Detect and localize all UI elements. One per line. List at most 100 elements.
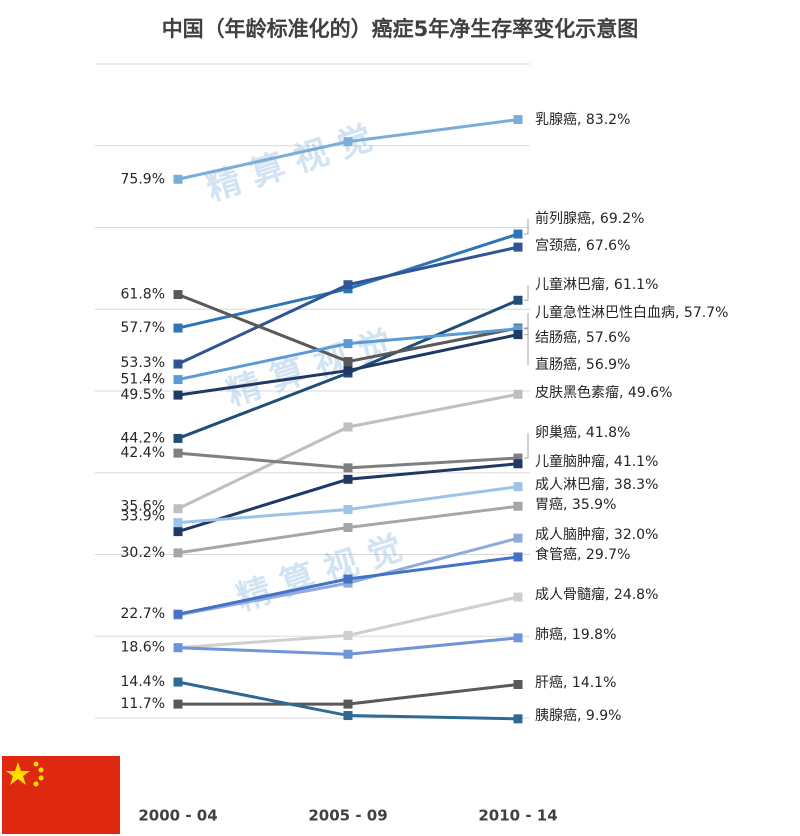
chart-title: 中国（年龄标准化的）癌症5年净生存率变化示意图	[162, 17, 639, 41]
end-label: 儿童脑肿瘤, 41.1%	[535, 453, 658, 470]
data-point	[343, 280, 353, 290]
data-point	[513, 115, 523, 125]
data-point	[173, 518, 183, 528]
label-separator: ,	[577, 238, 586, 254]
label-separator: ,	[605, 277, 614, 293]
end-label: 宫颈癌, 67.6%	[535, 238, 630, 254]
label-separator: ,	[605, 454, 614, 470]
label-separator: ,	[605, 477, 614, 493]
value-label: 61.8%	[121, 287, 165, 303]
series-name: 前列腺癌	[535, 210, 591, 227]
data-point	[343, 463, 353, 473]
data-point	[513, 324, 523, 334]
x-tick-label: 2000 - 04	[138, 807, 217, 825]
leader-line	[524, 285, 529, 301]
data-point	[343, 137, 353, 147]
value-label: 35.6%	[121, 499, 165, 515]
data-point	[343, 574, 353, 584]
series-line	[177, 392, 519, 511]
data-point	[343, 699, 353, 709]
end-label: 成人骨髓瘤, 24.8%	[535, 586, 658, 603]
value-label: 75.9%	[121, 171, 165, 187]
data-point	[343, 505, 353, 515]
value-label: 56.9%	[586, 357, 630, 373]
series-name: 肝癌	[535, 675, 563, 691]
data-point	[513, 714, 523, 724]
leader-line	[524, 334, 529, 365]
value-label: 11.7%	[121, 696, 165, 712]
leader-line	[524, 313, 529, 329]
data-point	[513, 533, 523, 543]
label-separator: ,	[577, 425, 586, 441]
value-label: 32.0%	[614, 527, 658, 543]
data-point	[343, 339, 353, 349]
data-point	[173, 527, 183, 537]
value-label: 83.2%	[586, 112, 630, 128]
end-label: 乳腺癌, 83.2%	[535, 112, 630, 128]
data-point	[173, 504, 183, 514]
value-label: 61.1%	[614, 277, 658, 293]
value-label: 18.6%	[121, 640, 165, 656]
value-label: 49.5%	[121, 387, 165, 403]
data-point	[173, 677, 183, 687]
end-label: 成人淋巴瘤, 38.3%	[535, 476, 658, 493]
label-separator: ,	[563, 627, 572, 643]
label-separator: ,	[605, 527, 614, 543]
series-name: 宫颈癌	[535, 238, 577, 254]
data-point	[513, 242, 523, 252]
series-name: 成人脑肿瘤	[535, 526, 605, 543]
value-label: 22.7%	[121, 606, 165, 622]
value-label: 19.8%	[572, 627, 616, 643]
data-point	[343, 523, 353, 533]
series-name: 肺癌	[535, 627, 563, 643]
series-line	[177, 462, 519, 534]
series-name: 儿童脑肿瘤	[535, 453, 605, 470]
data-point	[513, 330, 523, 340]
data-point	[173, 433, 183, 443]
label-separator: ,	[577, 330, 586, 346]
value-label: 14.4%	[121, 674, 165, 690]
watermark: 精 算 视 觉	[222, 323, 397, 414]
end-label: 儿童淋巴瘤, 61.1%	[535, 276, 658, 293]
value-label: 67.6%	[586, 238, 630, 254]
value-label: 49.6%	[628, 385, 672, 401]
leader-line	[524, 219, 529, 235]
data-point	[343, 630, 353, 640]
label-separator: ,	[605, 587, 614, 603]
end-label: 成人脑肿瘤, 32.0%	[535, 526, 658, 543]
end-label: 结肠癌, 57.6%	[535, 330, 630, 346]
label-separator: ,	[591, 211, 600, 227]
data-point	[513, 501, 523, 511]
end-label: 前列腺癌, 69.2%	[535, 210, 644, 227]
data-point	[513, 552, 523, 562]
data-point	[343, 366, 353, 376]
data-point	[513, 482, 523, 492]
series-name: 成人骨髓瘤	[535, 586, 605, 603]
data-point	[173, 290, 183, 300]
label-separator: ,	[577, 357, 586, 373]
series-name: 皮肤黑色素瘤	[535, 384, 619, 401]
series-name: 儿童淋巴瘤	[535, 276, 605, 293]
series-name: 胰腺癌	[535, 708, 577, 724]
value-label: 29.7%	[586, 547, 630, 563]
watermark: 精 算 视 觉	[202, 118, 377, 209]
data-point	[343, 357, 353, 367]
data-point	[513, 389, 523, 399]
value-label: 38.3%	[614, 477, 658, 493]
x-tick-label: 2005 - 09	[308, 807, 387, 825]
data-point	[173, 699, 183, 709]
series-name: 成人淋巴瘤	[535, 476, 605, 493]
end-label: 肺癌, 19.8%	[535, 627, 616, 643]
data-point	[343, 474, 353, 484]
data-point	[513, 679, 523, 689]
data-point	[173, 390, 183, 400]
value-label: 57.6%	[586, 330, 630, 346]
value-label: 30.2%	[121, 545, 165, 561]
leader-line	[524, 433, 529, 459]
data-point	[173, 323, 183, 333]
series-name: 食管癌	[535, 546, 577, 563]
value-label: 44.2%	[121, 430, 165, 446]
data-point	[513, 633, 523, 643]
value-label: 9.9%	[586, 708, 622, 724]
